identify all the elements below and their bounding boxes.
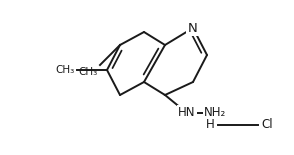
Text: Cl: Cl [261,119,273,131]
Text: CH₃: CH₃ [56,65,75,75]
Text: CH₃: CH₃ [79,67,98,77]
Text: H: H [206,119,215,131]
Text: NH₂: NH₂ [204,106,226,120]
Text: N: N [188,22,198,35]
Text: HN: HN [178,106,196,120]
